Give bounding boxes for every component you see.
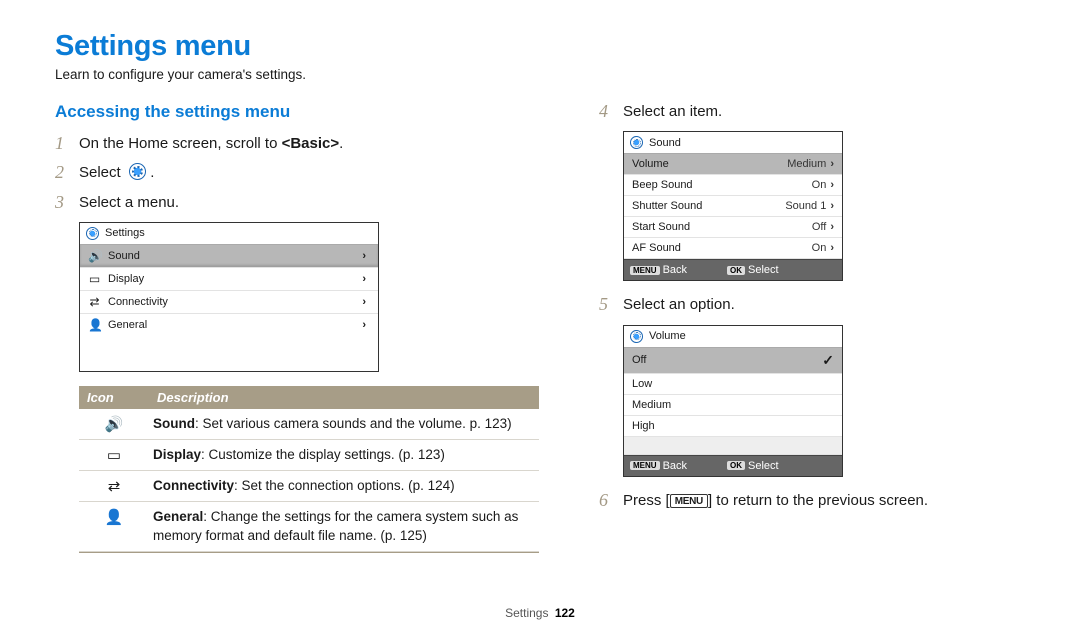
sound-row-af[interactable]: AF Sound On › bbox=[624, 238, 842, 259]
step-text: Select . bbox=[79, 163, 154, 183]
page-title: Settings menu bbox=[55, 30, 1025, 63]
connectivity-icon: ⇄ bbox=[88, 295, 101, 309]
sound-row-beep[interactable]: Beep Sound On › bbox=[624, 175, 842, 196]
step-number: 5 bbox=[599, 295, 613, 315]
menu-row-display[interactable]: ▭Display › bbox=[80, 268, 378, 291]
empty-row bbox=[624, 437, 842, 455]
volume-row-low[interactable]: Low bbox=[624, 374, 842, 395]
connectivity-icon: ⇄ bbox=[79, 471, 149, 501]
step-number: 3 bbox=[55, 193, 69, 213]
desc-row-general: 👤 General: Change the settings for the c… bbox=[79, 502, 539, 551]
menu-row-connectivity[interactable]: ⇄Connectivity › bbox=[80, 291, 378, 314]
cam-footer: MENUBack OKSelect bbox=[624, 455, 842, 476]
step-number: 2 bbox=[55, 163, 69, 183]
volume-row-high[interactable]: High bbox=[624, 416, 842, 437]
display-icon: ▭ bbox=[88, 272, 101, 286]
display-icon: ▭ bbox=[79, 440, 149, 470]
volume-row-medium[interactable]: Medium bbox=[624, 395, 842, 416]
menu-rows: 🔊Sound › ▭Display › ⇄Connectivity › 👤Gen… bbox=[80, 245, 378, 336]
volume-menu-screenshot: Volume Off ✓ Low Medium High MENUBack OK… bbox=[623, 325, 843, 477]
gear-icon bbox=[630, 330, 643, 343]
steps-left: 1On the Home screen, scroll to <Basic>. … bbox=[55, 134, 539, 213]
col-desc-header: Description bbox=[149, 386, 539, 409]
sound-row-shutter[interactable]: Shutter Sound Sound 1 › bbox=[624, 196, 842, 217]
desc-text: Connectivity: Set the connection options… bbox=[149, 471, 539, 501]
general-icon: 👤 bbox=[88, 318, 101, 332]
sound-row-volume[interactable]: Volume Medium › bbox=[624, 154, 842, 175]
steps-right-5: 5 Select an option. bbox=[599, 295, 1025, 315]
step-number: 6 bbox=[599, 491, 613, 511]
check-icon: ✓ bbox=[822, 352, 834, 369]
volume-row-off[interactable]: Off ✓ bbox=[624, 348, 842, 374]
steps-right-6: 6 Press [MENU] to return to the previous … bbox=[599, 491, 1025, 511]
step-number: 1 bbox=[55, 134, 69, 154]
gear-icon bbox=[630, 136, 643, 149]
step-text: Select a menu. bbox=[79, 193, 179, 213]
desc-row-sound: 🔊 Sound: Set various camera sounds and t… bbox=[79, 409, 539, 440]
desc-row-display: ▭ Display: Customize the display setting… bbox=[79, 440, 539, 471]
section-heading: Accessing the settings menu bbox=[55, 102, 539, 122]
desc-text: General: Change the settings for the cam… bbox=[149, 502, 539, 550]
sound-icon: 🔊 bbox=[88, 249, 101, 263]
steps-right: 4 Select an item. bbox=[599, 102, 1025, 122]
sound-menu-screenshot: Sound Volume Medium › Beep Sound On › Sh… bbox=[623, 131, 843, 281]
general-icon: 👤 bbox=[79, 502, 149, 550]
cam-header-text: Settings bbox=[105, 227, 145, 239]
menu-row-sound[interactable]: 🔊Sound › bbox=[80, 245, 378, 268]
settings-menu-screenshot: Settings 🔊Sound › ▭Display › ⇄Connectivi… bbox=[79, 222, 379, 372]
cam-header-text: Sound bbox=[649, 137, 681, 149]
desc-text: Sound: Set various camera sounds and the… bbox=[149, 409, 539, 439]
cam-footer: MENUBack OKSelect bbox=[624, 259, 842, 280]
gear-icon bbox=[86, 227, 99, 240]
step-text: On the Home screen, scroll to <Basic>. bbox=[79, 134, 343, 154]
sound-row-start[interactable]: Start Sound Off › bbox=[624, 217, 842, 238]
menu-row-general[interactable]: 👤General › bbox=[80, 314, 378, 336]
step-text: Select an item. bbox=[623, 102, 722, 122]
col-icon-header: Icon bbox=[79, 386, 149, 409]
step-text: Select an option. bbox=[623, 295, 735, 315]
desc-text: Display: Customize the display settings.… bbox=[149, 440, 539, 470]
icon-description-table: Icon Description 🔊 Sound: Set various ca… bbox=[79, 386, 539, 553]
step-text: Press [MENU] to return to the previous s… bbox=[623, 491, 928, 511]
cam-header: Settings bbox=[80, 223, 378, 245]
desc-row-connectivity: ⇄ Connectivity: Set the connection optio… bbox=[79, 471, 539, 502]
step-number: 4 bbox=[599, 102, 613, 122]
page-subtitle: Learn to configure your camera's setting… bbox=[55, 67, 1025, 82]
sound-icon: 🔊 bbox=[79, 409, 149, 439]
page-footer: Settings 122 bbox=[0, 606, 1080, 620]
cam-header-text: Volume bbox=[649, 330, 686, 342]
